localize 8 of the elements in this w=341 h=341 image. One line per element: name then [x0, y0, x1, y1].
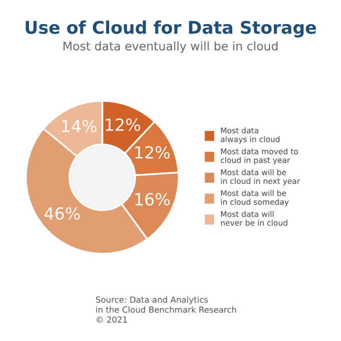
source-note: Source: Data and Analytics in the Cloud Benchmark Research © 2021 [96, 296, 236, 323]
data-label: 46% [44, 207, 80, 220]
chart-title: Use of Cloud for Data Storage [26, 20, 316, 38]
data-label: 14% [62, 120, 96, 132]
data-label: 16% [135, 192, 170, 206]
chart-subtitle: Most data eventually will be in cloud [64, 41, 278, 53]
data-label: 12% [106, 118, 140, 132]
data-label: 12% [135, 146, 170, 159]
